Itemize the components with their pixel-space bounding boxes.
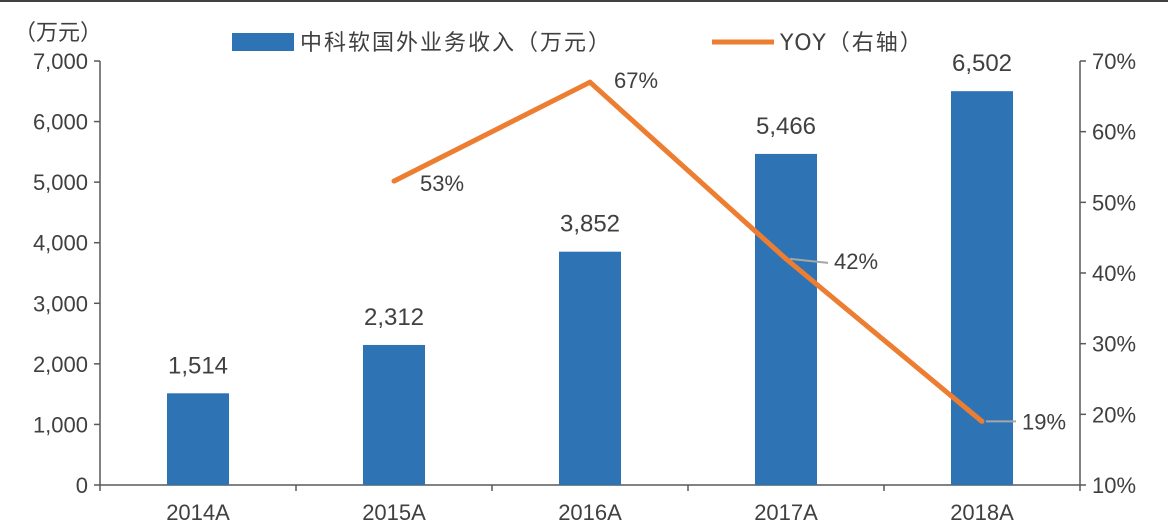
yoy-point (587, 79, 593, 85)
x-axis: 2014A 2015A 2016A 2017A 2018A (99, 484, 1081, 525)
left-tick-label: 1,000 (33, 412, 88, 437)
right-tick-label: 20% (1092, 402, 1136, 427)
left-tick-label: 5,000 (33, 170, 88, 195)
left-axis-unit-label: （万元） (14, 21, 102, 46)
left-axis: 0 1,000 2,000 3,000 4,000 5,000 6,000 7,000 (33, 49, 101, 498)
right-tick-label: 70% (1092, 49, 1136, 74)
left-tick-label: 4,000 (33, 231, 88, 256)
bar-value-label: 5,466 (756, 113, 816, 140)
line-series: 53% 67% 42% 19% (391, 68, 1066, 434)
x-tick-label: 2018A (950, 500, 1014, 525)
right-tick-label: 10% (1092, 473, 1136, 498)
bar-value-label: 1,514 (168, 352, 228, 379)
bar-value-label: 6,502 (952, 50, 1012, 77)
yoy-point (391, 178, 397, 184)
yoy-line (392, 79, 984, 424)
bar (363, 344, 425, 485)
left-tick-label: 2,000 (33, 352, 88, 377)
bar (951, 91, 1013, 485)
right-tick-label: 60% (1092, 120, 1136, 145)
left-tick-label: 3,000 (33, 291, 88, 316)
yoy-value-label: 42% (834, 249, 878, 274)
legend: 中科软国外业务收入（万元） YOY（右轴） (232, 31, 924, 56)
yoy-point (979, 418, 985, 424)
right-tick-label: 30% (1092, 332, 1136, 357)
yoy-value-label: 67% (614, 68, 658, 93)
x-tick-label: 2015A (362, 500, 426, 525)
bar-series: 1,514 2,312 3,852 5,466 6,502 (167, 50, 1013, 485)
yoy-value-label: 53% (420, 171, 464, 196)
right-tick-label: 40% (1092, 261, 1136, 286)
right-tick-label: 50% (1092, 190, 1136, 215)
bar (167, 393, 229, 485)
left-tick-label: 6,000 (33, 110, 88, 135)
bar-value-label: 2,312 (364, 304, 424, 331)
bar-value-label: 3,852 (560, 211, 620, 238)
x-tick-label: 2016A (558, 500, 622, 525)
left-tick-label: 7,000 (33, 49, 88, 74)
bar (755, 153, 817, 485)
legend-label-bar: 中科软国外业务收入（万元） (300, 31, 612, 56)
bar (559, 251, 621, 485)
yoy-value-label: 19% (1022, 409, 1066, 434)
left-tick-label: 0 (76, 473, 88, 498)
yoy-label-leader (789, 257, 829, 264)
yoy-point (783, 256, 789, 262)
right-axis: 10% 20% 30% 40% 50% 60% 70% (1079, 49, 1136, 498)
x-tick-label: 2017A (754, 500, 818, 525)
legend-label-line: YOY（右轴） (779, 31, 924, 56)
legend-swatch-bar (232, 33, 294, 51)
x-tick-label: 2014A (166, 500, 230, 525)
